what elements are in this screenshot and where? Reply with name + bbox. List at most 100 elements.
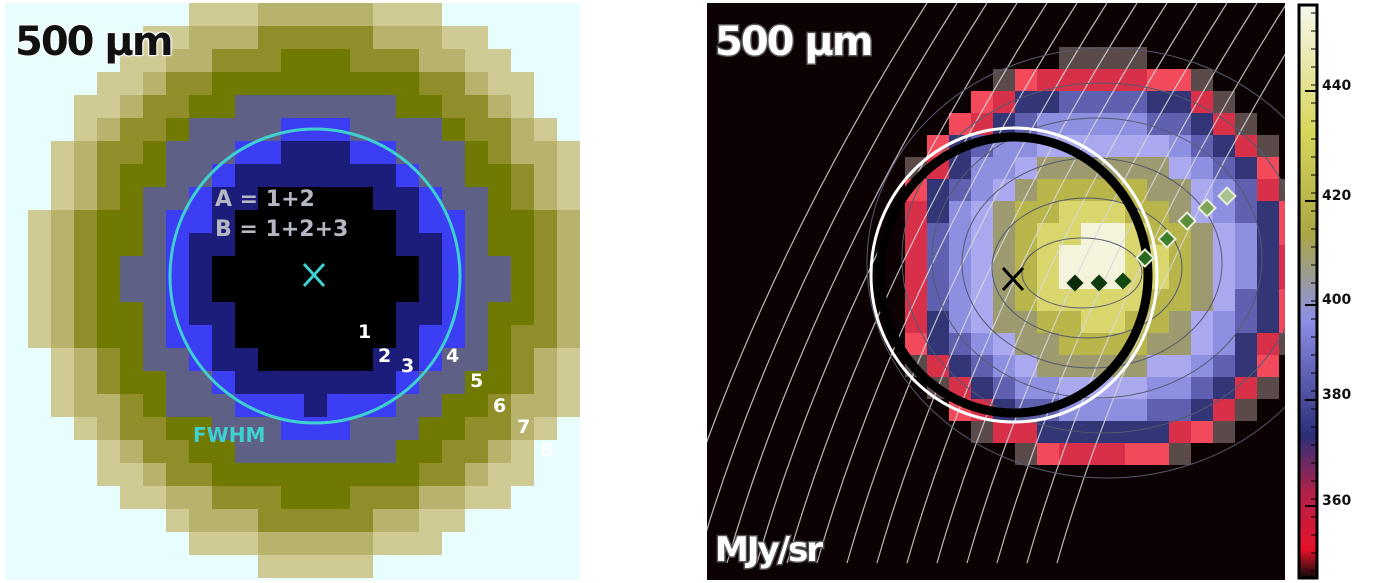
ring-pixel [97, 325, 120, 348]
ring-pixel [350, 233, 373, 256]
ring-pixel [396, 256, 419, 279]
ring-pixel [166, 72, 189, 95]
ring-pixel [442, 26, 465, 49]
ring-pixel [396, 348, 419, 371]
intensity-pixel [1191, 223, 1213, 245]
ring-pixel [120, 72, 143, 95]
ring-pixel [189, 302, 212, 325]
ring-pixel [212, 509, 235, 532]
ring-pixel [557, 302, 580, 325]
intensity-pixel [1169, 91, 1191, 113]
intensity-pixel [993, 179, 1015, 201]
ring-pixel [189, 532, 212, 555]
intensity-pixel [1015, 421, 1037, 443]
ring-pixel [396, 532, 419, 555]
intensity-pixel [1213, 355, 1235, 377]
ring-pixel [51, 279, 74, 302]
intensity-pixel [1213, 91, 1235, 113]
ring-pixel [258, 463, 281, 486]
ring-pixel [304, 49, 327, 72]
intensity-pixel [993, 377, 1015, 399]
intensity-pixel [1103, 135, 1125, 157]
ring-pixel [235, 164, 258, 187]
diamond-marker [1177, 211, 1197, 231]
intensity-pixel [1257, 355, 1279, 377]
ring-pixel [143, 49, 166, 72]
ring-pixel [143, 394, 166, 417]
diamond-marker [1217, 186, 1237, 206]
ring-pixel [465, 302, 488, 325]
ring-pixel [396, 233, 419, 256]
ring-pixel [557, 394, 580, 417]
streamline [726, 3, 988, 564]
ring-pixel [488, 233, 511, 256]
intensity-pixel [1235, 289, 1257, 311]
intensity-pixel [971, 179, 993, 201]
ring-pixel [304, 486, 327, 509]
intensity-pixel [1103, 289, 1125, 311]
ring-pixel [281, 141, 304, 164]
formula-b: B = 1+2+3 [215, 217, 349, 242]
ring-pixel [488, 49, 511, 72]
ring-pixel [281, 72, 304, 95]
intensity-pixel [1059, 47, 1081, 69]
ring-pixel [327, 463, 350, 486]
ring-pixel [304, 95, 327, 118]
ring-pixel [442, 417, 465, 440]
intensity-pixel [1257, 289, 1279, 311]
intensity-pixel [1037, 443, 1059, 465]
ring-pixel [373, 210, 396, 233]
ring-number-2: 2 [378, 345, 392, 367]
ring-pixel [51, 164, 74, 187]
ring-pixel [442, 187, 465, 210]
ring-pixel [396, 394, 419, 417]
right-overlay [707, 3, 1285, 564]
ring-pixel [327, 49, 350, 72]
intensity-pixel [1191, 113, 1213, 135]
intensity-pixel [949, 311, 971, 333]
intensity-pixel [927, 179, 949, 201]
ring-pixel [120, 302, 143, 325]
ring-pixel [557, 233, 580, 256]
ring-pixel [304, 72, 327, 95]
ring-pixel [465, 348, 488, 371]
ring-pixel [350, 440, 373, 463]
ring-pixel [304, 463, 327, 486]
ring-pixel [350, 394, 373, 417]
ring-pixel [304, 256, 327, 279]
ring-pixel [166, 118, 189, 141]
intensity-pixel [1081, 333, 1103, 355]
ring-pixel [281, 302, 304, 325]
ring-pixel [166, 463, 189, 486]
ring-pixel [235, 118, 258, 141]
intensity-pixel [1015, 69, 1037, 91]
ring-pixel [442, 118, 465, 141]
fwhm-circle [168, 127, 462, 425]
intensity-pixel [971, 355, 993, 377]
ring-pixel [235, 210, 258, 233]
ring-pixel [465, 486, 488, 509]
intensity-pixel [1191, 69, 1213, 91]
ring-pixel [235, 187, 258, 210]
intensity-pixel [1015, 443, 1037, 465]
ring-pixel [488, 256, 511, 279]
intensity-pixel [1191, 311, 1213, 333]
ring-pixel [465, 440, 488, 463]
ring-pixel [419, 49, 442, 72]
ring-pixel [51, 348, 74, 371]
diamond-marker [1090, 274, 1108, 292]
ring-pixel [511, 417, 534, 440]
ring-pixel [304, 555, 327, 578]
ring-pixel [373, 3, 396, 26]
ring-pixel [373, 440, 396, 463]
ring-pixel [189, 72, 212, 95]
ring-pixel [120, 325, 143, 348]
ring-pixel [557, 187, 580, 210]
ring-pixel [189, 256, 212, 279]
ring-pixel [97, 72, 120, 95]
intensity-pixel [1081, 355, 1103, 377]
intensity-pixel [1147, 443, 1169, 465]
ring-pixel [189, 486, 212, 509]
ring-pixel [97, 233, 120, 256]
units-label: MJy/sr [713, 529, 824, 572]
